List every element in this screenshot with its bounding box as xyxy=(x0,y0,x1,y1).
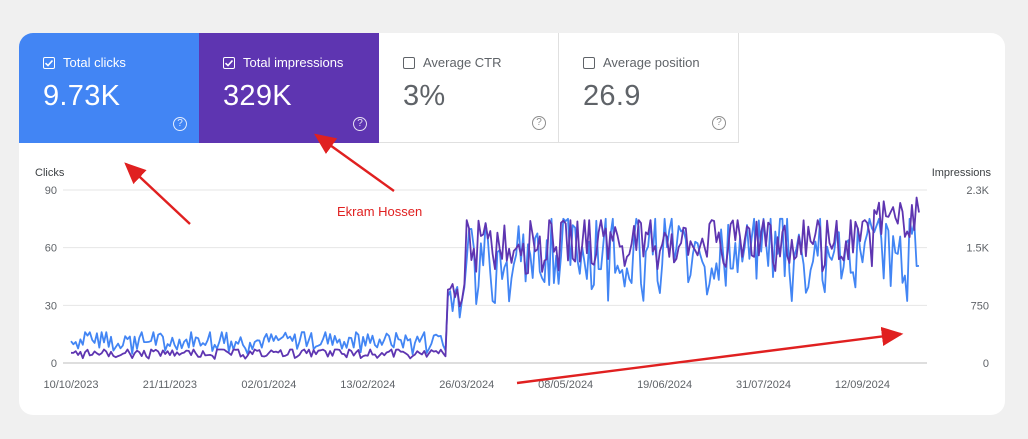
y-right-axis-title: Impressions xyxy=(931,167,991,179)
help-icon[interactable]: ? xyxy=(353,117,367,131)
metric-label: Total impressions xyxy=(243,55,344,70)
x-tick-label: 21/11/2023 xyxy=(143,379,197,391)
checkbox-checked-icon[interactable] xyxy=(43,56,55,69)
metric-value: 9.73K xyxy=(43,80,121,112)
performance-card: Total clicks 9.73K ? Total impressions 3… xyxy=(19,33,1005,415)
x-tick-label: 13/02/2024 xyxy=(340,379,395,391)
help-icon[interactable]: ? xyxy=(173,117,187,131)
x-tick-label: 31/07/2024 xyxy=(736,379,791,391)
y-right-tick-label: 1.5K xyxy=(966,243,989,255)
performance-chart: 90 2.3K 60 1.5K 30 750 0 0 10/10/2023 21/11/2023 0… xyxy=(43,133,990,391)
checkbox-checked-icon[interactable] xyxy=(223,56,235,69)
y-left-tick-label: 60 xyxy=(45,243,57,255)
metric-value: 26.9 xyxy=(583,80,641,112)
metric-total-clicks[interactable]: Total clicks 9.73K ? xyxy=(19,33,199,143)
x-tick-label: 12/09/2024 xyxy=(835,379,890,391)
y-left-tick-label: 30 xyxy=(45,300,57,312)
annotation-arrow xyxy=(516,326,904,385)
metric-label: Total clicks xyxy=(63,55,126,70)
metric-total-impressions[interactable]: Total impressions 329K ? xyxy=(199,33,379,143)
x-tick-label: 26/03/2024 xyxy=(439,379,494,391)
y-left-tick-label: 0 xyxy=(51,358,57,370)
metric-label: Average CTR xyxy=(423,55,502,70)
x-tick-label: 02/01/2024 xyxy=(241,379,296,391)
x-tick-label: 19/06/2024 xyxy=(637,379,692,391)
y-left-axis-title: Clicks xyxy=(35,167,65,179)
help-icon[interactable]: ? xyxy=(532,116,546,130)
metric-average-ctr[interactable]: Average CTR 3% ? xyxy=(379,33,559,143)
series-line-impressions xyxy=(70,196,920,360)
annotation-arrow xyxy=(314,133,395,192)
y-left-tick-label: 90 xyxy=(45,185,57,197)
checkbox-unchecked-icon[interactable] xyxy=(583,56,595,69)
metric-value: 329K xyxy=(223,80,292,112)
annotation-text: Ekram Hossen xyxy=(337,204,422,219)
metric-label: Average position xyxy=(603,55,700,70)
metric-tabs: Total clicks 9.73K ? Total impressions 3… xyxy=(19,33,739,143)
y-right-tick-label: 750 xyxy=(971,300,989,312)
y-right-tick-label: 2.3K xyxy=(966,185,989,197)
metric-value: 3% xyxy=(403,80,446,112)
annotation-arrow xyxy=(124,162,191,225)
x-tick-label: 08/05/2024 xyxy=(538,379,593,391)
checkbox-unchecked-icon[interactable] xyxy=(403,56,415,69)
series-line-clicks xyxy=(70,217,920,356)
x-tick-label: 10/10/2023 xyxy=(43,379,98,391)
metric-average-position[interactable]: Average position 26.9 ? xyxy=(559,33,739,143)
help-icon[interactable]: ? xyxy=(712,116,726,130)
y-right-tick-label: 0 xyxy=(983,358,989,370)
